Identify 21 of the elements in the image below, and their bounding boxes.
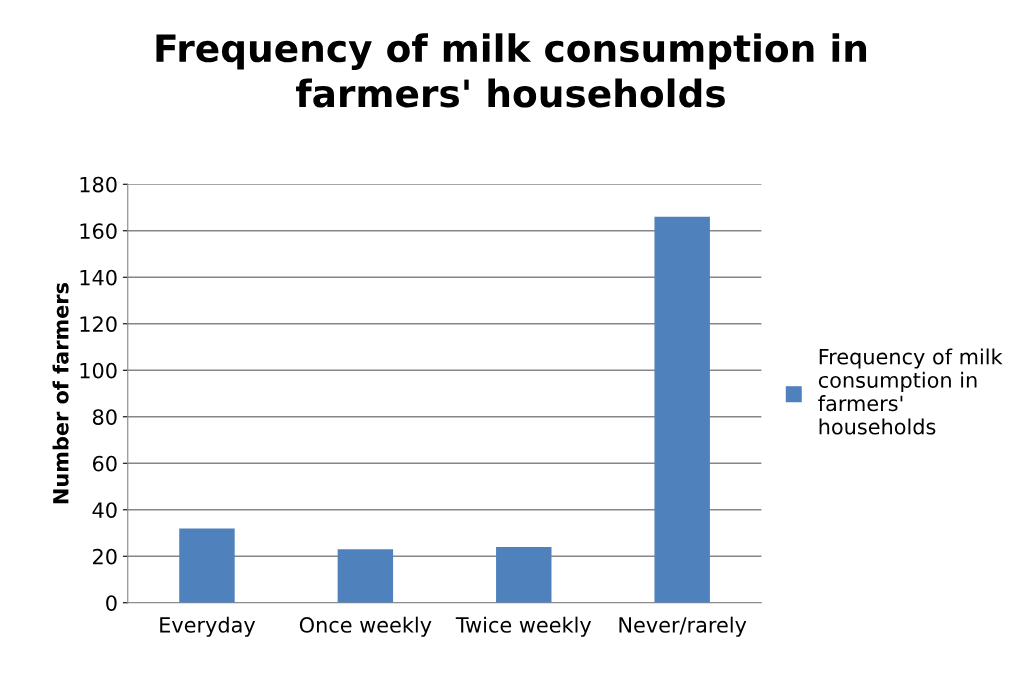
chart-title: Frequency of milk consumption in farmers' households (156, 33, 867, 108)
bar (337, 549, 394, 603)
legend-label: Frequency of milk consumption in farmers' households (818, 348, 1003, 435)
x-tick-label: Never/rarely (619, 616, 747, 637)
bar (654, 216, 710, 603)
y-axis-title: Number of farmers (52, 282, 69, 504)
y-tick-label: 140 (80, 269, 117, 286)
x-tick-label: Everyday (160, 616, 256, 637)
y-tick-label: 60 (92, 455, 117, 472)
y-tick-label: 180 (80, 176, 117, 193)
y-tick-label: 100 (80, 362, 117, 379)
bar (496, 546, 552, 603)
y-tick-label: 40 (92, 502, 117, 518)
y-tick-label: 20 (93, 548, 117, 565)
y-tick-label: 120 (80, 316, 117, 332)
x-tick-label: Once weekly (299, 616, 432, 637)
y-tick-label: 160 (80, 223, 117, 239)
y-tick-label: 0 (106, 595, 117, 611)
y-tick-label: 80 (92, 409, 117, 425)
bar (179, 528, 235, 603)
x-tick-label: Twice weekly (455, 616, 592, 637)
